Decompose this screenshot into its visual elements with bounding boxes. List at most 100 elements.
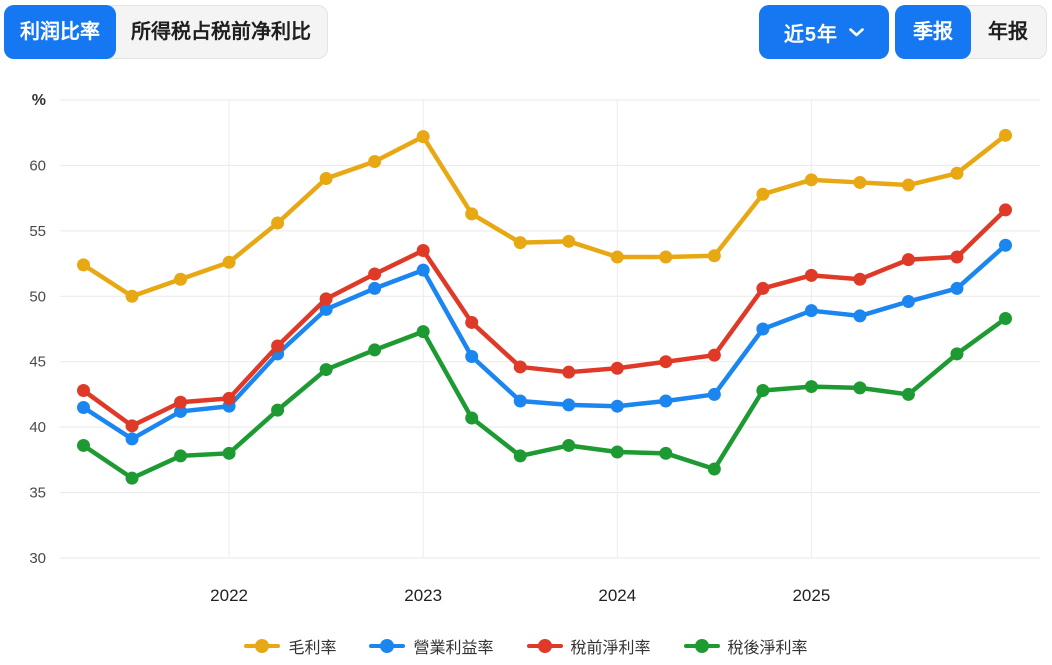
metric-tabs: 利润比率 所得税占税前净利比 (4, 5, 328, 59)
data-point-pretax-net-margin[interactable] (368, 267, 382, 281)
data-point-operating-margin[interactable] (804, 304, 818, 318)
data-point-aftertax-net-margin[interactable] (901, 387, 915, 401)
data-point-gross-margin[interactable] (174, 272, 188, 286)
data-point-operating-margin[interactable] (77, 401, 90, 415)
data-point-pretax-net-margin[interactable] (174, 395, 188, 409)
legend-item-gross-margin[interactable]: 毛利率 (244, 634, 336, 658)
data-point-gross-margin[interactable] (756, 187, 770, 201)
tab-quarterly[interactable]: 季报 (895, 5, 971, 59)
data-point-operating-margin[interactable] (174, 404, 188, 418)
legend-marker-icon (683, 639, 720, 653)
data-point-gross-margin[interactable] (562, 234, 576, 248)
data-point-pretax-net-margin[interactable] (125, 419, 139, 433)
data-point-pretax-net-margin[interactable] (804, 268, 818, 282)
data-point-pretax-net-margin[interactable] (950, 250, 964, 264)
data-point-gross-margin[interactable] (368, 155, 382, 169)
data-point-operating-margin[interactable] (125, 432, 139, 446)
data-point-gross-margin[interactable] (77, 258, 90, 272)
data-point-pretax-net-margin[interactable] (77, 384, 90, 398)
data-point-aftertax-net-margin[interactable] (125, 471, 139, 485)
data-point-gross-margin[interactable] (853, 175, 867, 189)
data-point-aftertax-net-margin[interactable] (368, 343, 382, 357)
data-point-pretax-net-margin[interactable] (562, 365, 576, 379)
data-point-operating-margin[interactable] (853, 309, 867, 323)
data-point-aftertax-net-margin[interactable] (804, 380, 818, 394)
data-point-gross-margin[interactable] (999, 128, 1012, 142)
data-point-operating-margin[interactable] (659, 394, 673, 408)
data-point-aftertax-net-margin[interactable] (222, 446, 236, 460)
data-point-pretax-net-margin[interactable] (465, 315, 479, 329)
data-point-pretax-net-margin[interactable] (853, 272, 867, 286)
data-point-operating-margin[interactable] (950, 281, 964, 295)
data-point-pretax-net-margin[interactable] (901, 253, 915, 267)
data-point-operating-margin[interactable] (465, 349, 479, 363)
data-point-pretax-net-margin[interactable] (416, 243, 430, 257)
data-point-gross-margin[interactable] (319, 172, 333, 186)
data-point-aftertax-net-margin[interactable] (999, 312, 1012, 326)
data-point-aftertax-net-margin[interactable] (271, 403, 285, 417)
data-point-aftertax-net-margin[interactable] (319, 363, 333, 377)
y-axis-label: 40 (29, 419, 46, 436)
data-point-gross-margin[interactable] (513, 236, 527, 250)
tab-profit-ratio[interactable]: 利润比率 (4, 5, 116, 59)
data-point-gross-margin[interactable] (222, 255, 236, 269)
tab-income-tax-to-pretax-ratio[interactable]: 所得税占税前净利比 (115, 6, 327, 58)
data-point-pretax-net-margin[interactable] (707, 348, 721, 362)
data-point-aftertax-net-margin[interactable] (465, 411, 479, 425)
data-point-gross-margin[interactable] (901, 178, 915, 192)
data-point-gross-margin[interactable] (707, 249, 721, 263)
data-point-aftertax-net-margin[interactable] (562, 438, 576, 452)
data-point-gross-margin[interactable] (465, 207, 479, 221)
data-point-pretax-net-margin[interactable] (999, 203, 1012, 217)
data-point-gross-margin[interactable] (271, 216, 285, 230)
data-point-gross-margin[interactable] (804, 173, 818, 187)
data-point-pretax-net-margin[interactable] (319, 292, 333, 306)
data-point-gross-margin[interactable] (610, 250, 624, 264)
data-point-aftertax-net-margin[interactable] (853, 381, 867, 395)
data-point-operating-margin[interactable] (707, 387, 721, 401)
data-point-pretax-net-margin[interactable] (610, 361, 624, 375)
data-point-pretax-net-margin[interactable] (222, 391, 236, 405)
data-point-operating-margin[interactable] (319, 302, 333, 316)
data-point-aftertax-net-margin[interactable] (707, 462, 721, 476)
data-point-aftertax-net-margin[interactable] (174, 449, 188, 463)
data-point-aftertax-net-margin[interactable] (610, 445, 624, 459)
legend-marker-icon (369, 639, 406, 653)
series-line-aftertax-net-margin[interactable] (81, 316, 1008, 481)
series-line-gross-margin[interactable] (81, 133, 1008, 299)
data-point-operating-margin[interactable] (756, 322, 770, 336)
data-point-gross-margin[interactable] (950, 166, 964, 180)
legend-label: 稅後淨利率 (727, 640, 808, 657)
range-dropdown-label: 近5年 (783, 23, 838, 46)
data-point-operating-margin[interactable] (562, 398, 576, 412)
tab-annual[interactable]: 年报 (970, 6, 1046, 58)
data-point-aftertax-net-margin[interactable] (77, 438, 90, 452)
range-dropdown[interactable]: 近5年 (758, 5, 889, 59)
legend-item-operating-margin[interactable]: 營業利益率 (369, 634, 494, 658)
data-point-pretax-net-margin[interactable] (271, 339, 285, 353)
data-point-operating-margin[interactable] (513, 394, 527, 408)
legend-item-aftertax-net-margin[interactable]: 稅後淨利率 (683, 634, 808, 658)
data-point-gross-margin[interactable] (416, 130, 430, 144)
data-point-aftertax-net-margin[interactable] (756, 384, 770, 398)
data-point-pretax-net-margin[interactable] (659, 355, 673, 369)
data-point-gross-margin[interactable] (659, 250, 673, 264)
data-point-pretax-net-margin[interactable] (756, 281, 770, 295)
data-point-operating-margin[interactable] (416, 263, 430, 277)
data-point-gross-margin[interactable] (125, 289, 139, 303)
data-point-operating-margin[interactable] (368, 281, 382, 295)
data-point-operating-margin[interactable] (610, 399, 624, 413)
data-point-operating-margin[interactable] (901, 295, 915, 309)
data-point-aftertax-net-margin[interactable] (416, 325, 430, 339)
data-point-aftertax-net-margin[interactable] (513, 449, 527, 463)
data-point-operating-margin[interactable] (999, 238, 1012, 252)
series-line-operating-margin[interactable] (81, 243, 1008, 442)
y-axis-label: 50 (29, 288, 46, 305)
legend-item-pretax-net-margin[interactable]: 稅前淨利率 (526, 634, 651, 658)
data-point-aftertax-net-margin[interactable] (950, 347, 964, 361)
series-line-pretax-net-margin[interactable] (81, 207, 1008, 429)
data-point-aftertax-net-margin[interactable] (659, 446, 673, 460)
data-point-pretax-net-margin[interactable] (513, 360, 527, 374)
